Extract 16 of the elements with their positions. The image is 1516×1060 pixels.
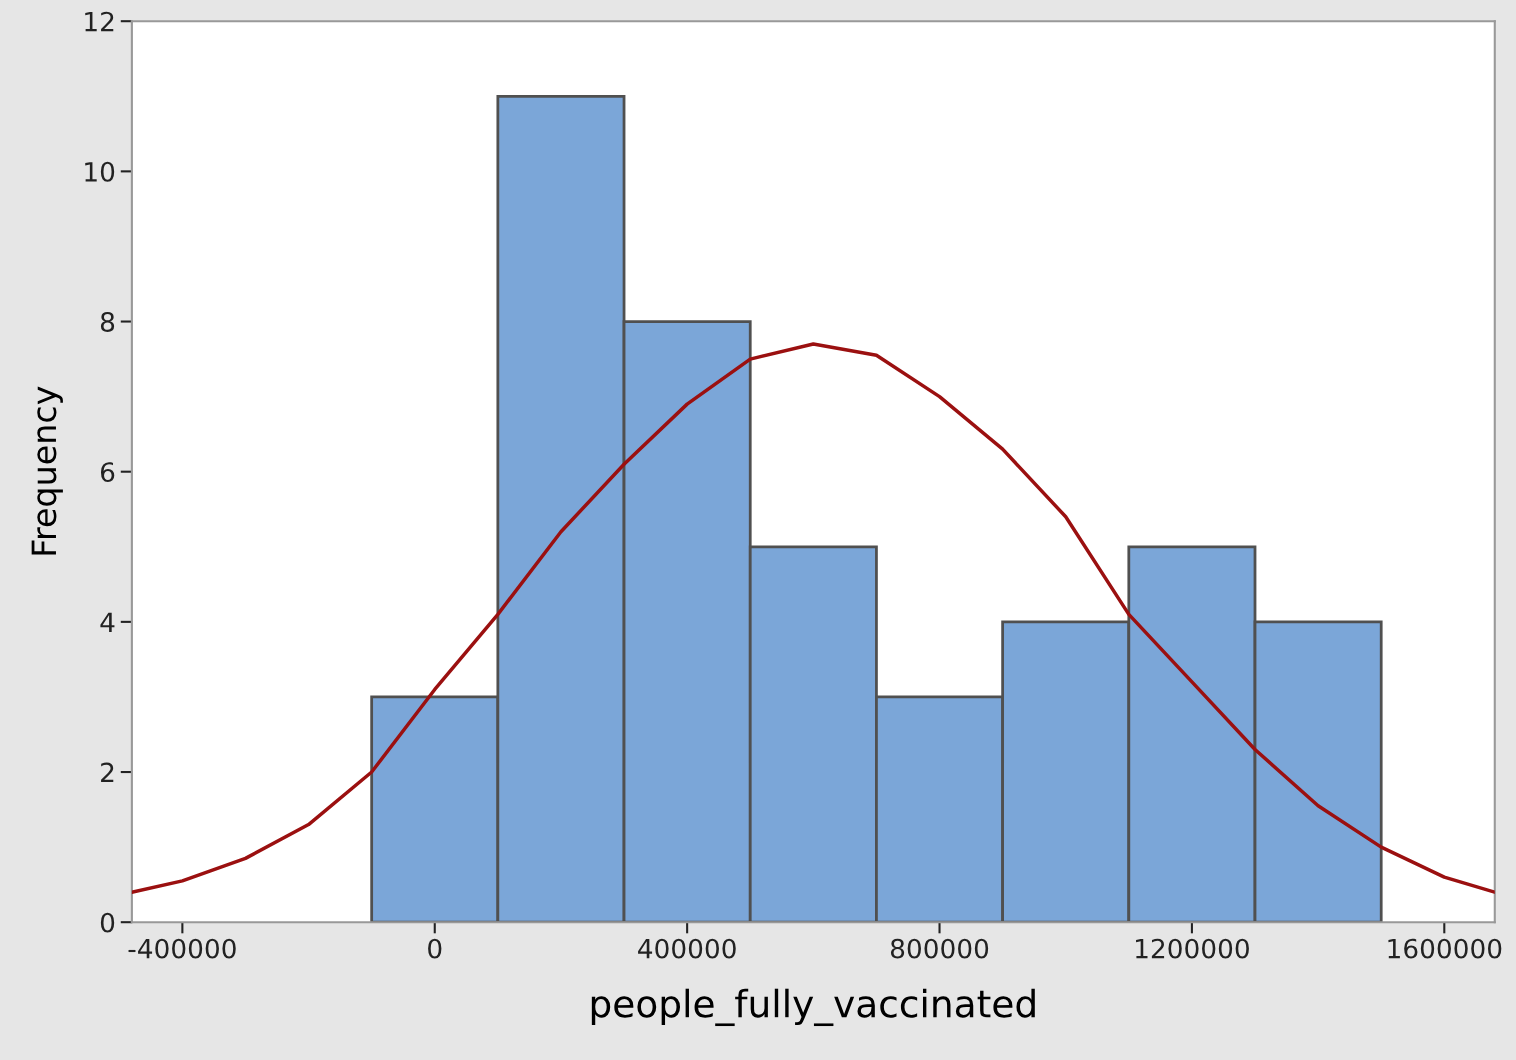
x-tick-label: 400000 [638,938,736,959]
x-tick-label: 1600000 [1388,938,1502,959]
x-tick-label: 800000 [890,938,989,959]
x-tick-label: -400000 [128,938,236,959]
y-tick-label: 10 [85,161,115,182]
line-series [131,342,1495,894]
y-tick-label: 12 [85,11,114,32]
x-tick-label: 0 [428,938,442,959]
y-tick-label: 0 [100,912,115,933]
y-tick-label: 4 [100,612,115,632]
x-axis-title: people_fully_vaccinated [591,988,1035,1027]
y-tick-label: 8 [100,311,115,332]
y-tick-label: 6 [100,462,115,483]
x-tick-label: 1200000 [1136,938,1249,959]
y-tick-label: 2 [101,762,114,783]
y-axis-title: Frequency [31,386,63,555]
